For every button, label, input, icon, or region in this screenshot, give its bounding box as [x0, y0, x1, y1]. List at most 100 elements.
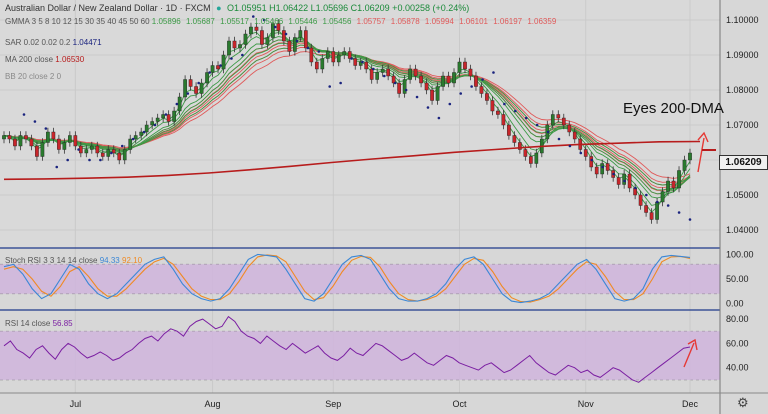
sar-dot [470, 85, 473, 88]
candle [572, 131, 577, 140]
candle [507, 124, 511, 136]
candle [133, 135, 138, 140]
candle [29, 138, 34, 147]
bb-legend[interactable]: BB 20 close 2 0 [5, 72, 61, 82]
sar-dot [579, 151, 583, 155]
sar-dot [208, 71, 211, 74]
sar-dot [404, 88, 408, 92]
candle [210, 65, 215, 73]
rsi-tick-label: 80.00 [726, 314, 749, 324]
stoch-k-line [3, 253, 691, 304]
sar-dot [175, 102, 179, 106]
candle [7, 135, 12, 140]
candle [320, 58, 325, 70]
sar-dot [623, 179, 626, 183]
stoch-legend[interactable]: Stoch RSI 3 3 14 14 close 94.33 92.10 [5, 256, 142, 266]
candle [150, 121, 155, 126]
candle [139, 131, 144, 136]
sar-dot [306, 46, 310, 50]
gmma-value: 1.05878 [388, 17, 420, 26]
sar-dot [197, 81, 200, 85]
candle [298, 30, 303, 38]
gmma-legend[interactable]: GMMA 3 5 8 10 12 15 30 35 40 45 50 60 1.… [5, 17, 559, 27]
candle [512, 135, 517, 143]
candle [238, 44, 242, 49]
sar-dot [33, 120, 37, 123]
sar-dot [393, 81, 397, 85]
candle [490, 100, 495, 112]
gear-icon[interactable]: ⚙ [737, 395, 749, 410]
candle [166, 114, 171, 122]
sar-legend[interactable]: SAR 0.02 0.02 0.2 1.04471 [5, 38, 102, 48]
gmma-values: 1.05896 1.05687 1.05517 1.05466 1.05446 … [152, 17, 559, 26]
sar-dot [514, 109, 517, 113]
candle [463, 61, 467, 70]
rsi-tick-label: 40.00 [726, 363, 749, 373]
candle [550, 114, 555, 126]
gmma-value: 1.05994 [422, 17, 454, 26]
ma-legend[interactable]: MA 200 close 1.06530 [5, 55, 84, 65]
candle [688, 152, 692, 161]
candle [144, 124, 149, 133]
candle [644, 205, 648, 213]
sar-dot [448, 102, 452, 106]
candle [666, 180, 670, 192]
candle [2, 135, 6, 140]
sar-dot [688, 218, 692, 221]
candle [485, 93, 489, 101]
date-tick-label: Sep [325, 399, 341, 409]
candle [660, 191, 665, 203]
rsi-label: RSI 14 close [5, 319, 51, 328]
candle [46, 131, 50, 143]
gmma-value: 1.05446 [286, 17, 318, 26]
candle [68, 135, 72, 143]
sar-dot [601, 165, 604, 169]
stoch-tick-label: 50.00 [726, 274, 749, 284]
rsi-legend[interactable]: RSI 14 close 56.85 [5, 319, 73, 329]
candle [293, 37, 297, 52]
rsi-value: 56.85 [52, 319, 73, 328]
sar-dot [426, 106, 430, 109]
candle [172, 110, 176, 122]
candle [51, 131, 56, 140]
sar-dot [655, 200, 659, 204]
rsi-tick-label: 60.00 [726, 338, 749, 348]
candle [304, 30, 308, 49]
candle [194, 86, 198, 94]
annotation-text: Eyes 200-DMA [623, 100, 724, 117]
ma-label: MA 200 close [5, 55, 54, 64]
candle [95, 145, 100, 154]
candle [468, 68, 473, 77]
candle [128, 138, 133, 150]
candle [111, 149, 116, 154]
candle [474, 75, 478, 87]
sar-dot [66, 158, 69, 162]
candle [249, 26, 253, 35]
sar-dot [284, 32, 288, 36]
candle [62, 142, 67, 150]
candle [556, 114, 561, 119]
candle [243, 33, 248, 45]
sar-dot [262, 18, 266, 22]
candle [627, 173, 632, 189]
bb-label: BB 20 close 2 0 [5, 72, 62, 81]
stoch-k-value: 94.33 [99, 256, 120, 265]
sar-dot [459, 92, 463, 95]
sar-dot [44, 127, 48, 130]
symbol-header[interactable]: Australian Dollar / New Zealand Dollar ·… [5, 3, 469, 13]
candle [671, 180, 676, 189]
candle [276, 23, 281, 31]
candle [496, 110, 500, 115]
sar-dot [437, 116, 441, 120]
candle [402, 79, 407, 94]
stoch-tick-label: 0.00 [726, 299, 744, 309]
candle [347, 51, 352, 59]
sar-dot [77, 148, 80, 151]
candle [452, 72, 456, 84]
sar-dot [612, 172, 615, 176]
candle [605, 163, 610, 171]
sar-dot [666, 204, 670, 207]
candle [216, 65, 220, 70]
sar-dot [481, 78, 484, 81]
